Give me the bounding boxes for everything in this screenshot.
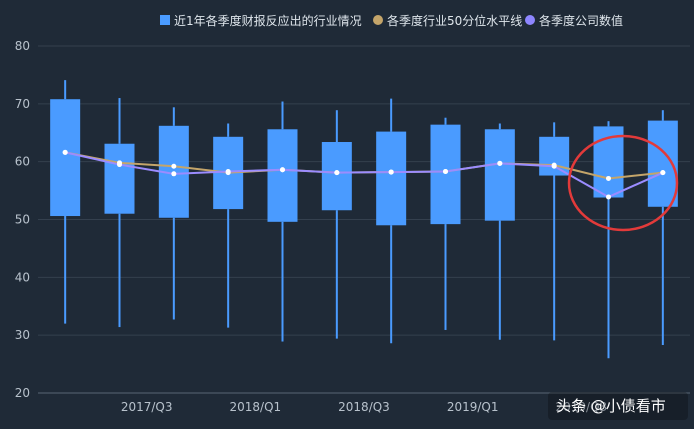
y-tick-label: 60 [15, 155, 30, 169]
series-point-1 [443, 168, 448, 174]
legend-label: 各季度行业50分位水平线 [387, 13, 522, 28]
x-axis: 2017/Q3 2018/Q1 2018/Q3 2019/Q1 2019/Q3 [38, 392, 690, 414]
highlight-circle [567, 134, 679, 232]
box-item [376, 98, 407, 344]
box-body [484, 129, 515, 221]
box-item [430, 117, 461, 330]
highlight-annotation [567, 134, 679, 232]
watermark-text: 头条 @小债看市 [556, 397, 666, 415]
series-point-1 [606, 194, 611, 200]
legend-swatch [373, 15, 383, 25]
box-item [50, 80, 81, 324]
box-item [484, 123, 515, 340]
y-tick-label: 20 [15, 386, 30, 400]
x-tick-label: 2017/Q3 [121, 400, 173, 414]
y-tick-label: 50 [15, 213, 30, 227]
legend-item[interactable]: 各季度行业50分位水平线 [373, 13, 522, 28]
series-point-1 [62, 149, 68, 155]
series-point-1 [497, 160, 503, 166]
box-item [158, 107, 189, 320]
series-lines [62, 149, 666, 200]
y-tick-label: 80 [15, 39, 30, 53]
x-tick-label: 2019/Q3 [555, 400, 607, 414]
series-point-0 [606, 175, 611, 181]
box-item [321, 110, 352, 339]
grid-lines [38, 45, 690, 394]
legend-label: 近1年各季度财报反应出的行业情况 [174, 13, 362, 28]
x-tick-label: 2019/Q1 [447, 400, 499, 414]
series-point-1 [117, 162, 122, 168]
box-item [104, 98, 135, 328]
y-tick-label: 70 [15, 97, 30, 111]
x-tick-label: 2018/Q1 [229, 400, 281, 414]
box-body [50, 99, 81, 217]
box-body [321, 142, 352, 211]
box-item [267, 101, 298, 342]
legend-item[interactable]: 各季度公司数值 [525, 13, 623, 28]
series-point-1 [551, 163, 557, 169]
box-body [376, 131, 407, 226]
y-tick-label: 30 [15, 328, 30, 342]
legend-swatch [525, 15, 535, 25]
box-item [539, 122, 570, 341]
watermark: 头条 @小债看市 [548, 392, 688, 420]
series-point-0 [171, 163, 177, 169]
box-body [267, 129, 298, 222]
series-point-1 [334, 170, 340, 176]
series-point-1 [660, 170, 666, 176]
legend-swatch [160, 15, 170, 25]
series-point-1 [171, 171, 177, 177]
y-tick-label: 40 [15, 270, 30, 284]
y-axis: 20 30 40 50 60 70 80 [15, 39, 30, 400]
series-point-1 [225, 168, 231, 174]
legend-label: 各季度公司数值 [539, 13, 623, 28]
x-tick-label: 2018/Q3 [338, 400, 390, 414]
series-point-1 [388, 169, 394, 175]
box-body [539, 136, 570, 176]
box-body [104, 143, 135, 214]
series-point-1 [280, 167, 285, 173]
box-body [430, 124, 461, 225]
watermark-backdrop [548, 392, 688, 420]
series-line-1 [64, 151, 664, 199]
legend-item[interactable]: 近1年各季度财报反应出的行业情况 [160, 13, 362, 28]
legend[interactable]: 近1年各季度财报反应出的行业情况 各季度行业50分位水平线 各季度公司数值 [160, 13, 623, 28]
